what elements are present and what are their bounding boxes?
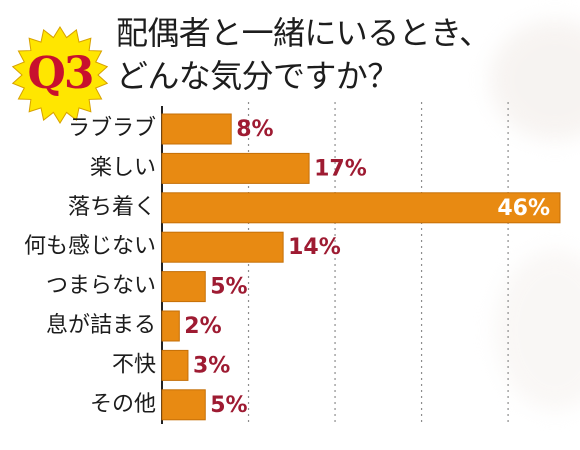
- bar-1: [161, 152, 310, 184]
- page-title: 配偶者と一緒にいるとき、 どんな気分ですか？: [116, 12, 556, 98]
- value-label: 5%: [210, 393, 247, 418]
- category-label: 楽しい: [90, 155, 156, 180]
- category-label: つまらない: [46, 274, 156, 299]
- category-label: 息が詰まる: [46, 313, 156, 338]
- category-label: ラブラブ: [68, 116, 156, 141]
- value-label: 14%: [288, 235, 341, 260]
- value-label: 46%: [497, 196, 550, 221]
- category-label: 何も感じない: [24, 234, 156, 259]
- starburst-icon: [11, 26, 109, 124]
- value-label: 8%: [236, 117, 273, 142]
- value-label: 5%: [210, 275, 247, 300]
- badge-label: Q3: [27, 47, 95, 99]
- title-line-1: 配偶者と一緒にいるとき、: [116, 14, 491, 52]
- value-label: 17%: [314, 156, 367, 181]
- bar-5: [161, 310, 180, 342]
- bar-2: [161, 192, 561, 224]
- category-label: 落ち着く: [68, 195, 156, 220]
- bar-4: [161, 271, 206, 303]
- value-label: 2%: [184, 314, 221, 339]
- bar-7: [161, 389, 206, 421]
- bar-0: [161, 113, 232, 145]
- title-line-2: どんな気分ですか？: [116, 57, 399, 95]
- category-label: その他: [90, 392, 156, 417]
- bar-6: [161, 349, 189, 381]
- bar-3: [161, 231, 284, 263]
- value-label: 3%: [193, 353, 230, 378]
- category-label: 不快: [112, 352, 156, 377]
- question-badge: Q3: [10, 25, 110, 125]
